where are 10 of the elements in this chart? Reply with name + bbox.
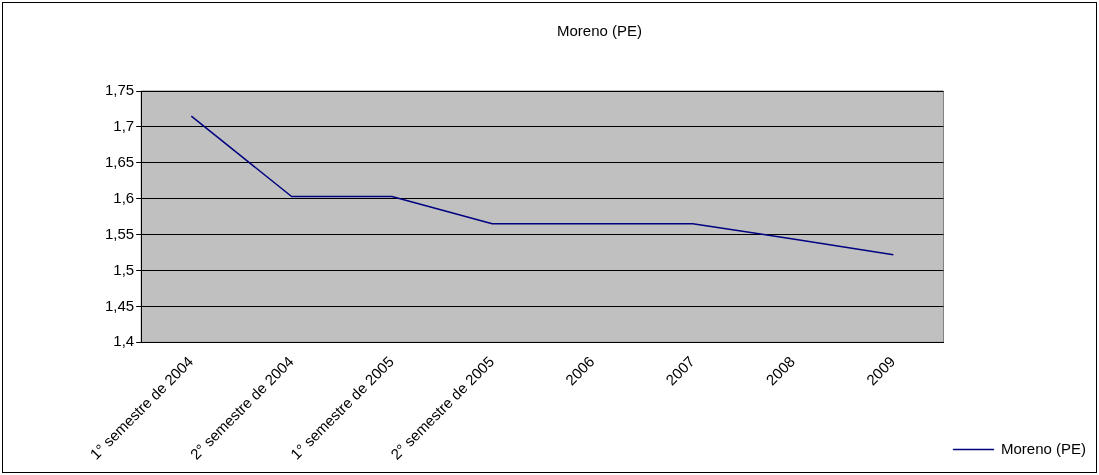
chart-title: Moreno (PE) [556, 22, 643, 40]
y-tick-label: 1,5 [113, 260, 135, 278]
y-tick-label: 1,4 [113, 332, 135, 350]
y-tick-label: 1,6 [113, 188, 135, 206]
y-tick-label: 1,7 [113, 117, 135, 135]
y-tick-label: 1,75 [104, 81, 135, 99]
y-tick-label: 1,65 [104, 152, 135, 170]
y-tick-label: 1,45 [104, 296, 135, 314]
legend-label: Moreno (PE) [1000, 439, 1086, 457]
y-tick-label: 1,55 [104, 224, 135, 242]
